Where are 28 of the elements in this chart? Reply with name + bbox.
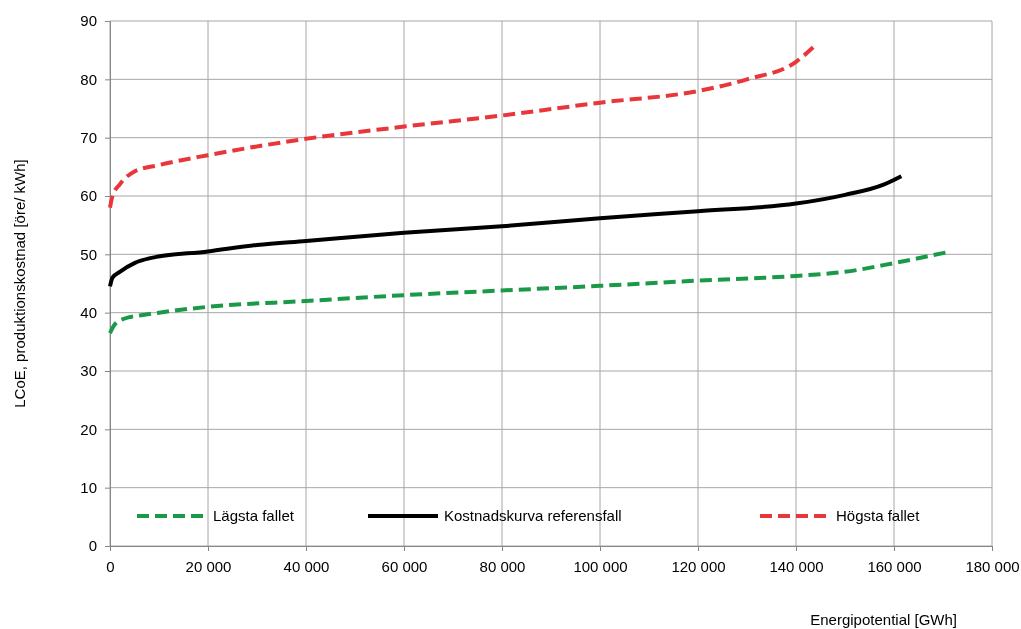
y-tick-label: 40	[80, 303, 97, 321]
y-tick-label: 80	[80, 70, 97, 88]
x-tick-label: 180 000	[965, 557, 1020, 575]
x-tick-label: 40 000	[283, 557, 330, 575]
x-tick-label: 160 000	[867, 557, 922, 575]
x-tick-label: 20 000	[185, 557, 232, 575]
y-axis-title: LCoE, produktionskostnad [öre/ kWh]	[11, 159, 28, 408]
x-tick-label: 140 000	[769, 557, 824, 575]
x-tick-label: 100 000	[573, 557, 628, 575]
y-tick-label: 20	[80, 420, 97, 438]
y-tick-label: 70	[80, 128, 97, 146]
y-tick-label: 60	[80, 187, 97, 205]
line-series	[108, 174, 904, 289]
x-axis-title: Energipotential [GWh]	[810, 611, 957, 628]
legend-label: Lägsta fallet	[213, 507, 295, 524]
x-tick-label: 0	[106, 557, 115, 575]
line-series	[108, 45, 816, 210]
x-tick-label: 80 000	[479, 557, 526, 575]
legend-label: Kostnadskurva referensfall	[444, 507, 622, 524]
x-tick-label: 120 000	[671, 557, 726, 575]
line-series	[108, 250, 948, 336]
y-tick-label: 30	[80, 362, 97, 380]
y-tick-label: 90	[80, 12, 97, 30]
x-tick-label: 60 000	[381, 557, 428, 575]
y-tick-label: 0	[88, 537, 97, 555]
y-tick-label: 10	[80, 478, 97, 496]
y-tick-label: 50	[80, 245, 97, 263]
legend-label: Högsta fallet	[836, 507, 921, 524]
